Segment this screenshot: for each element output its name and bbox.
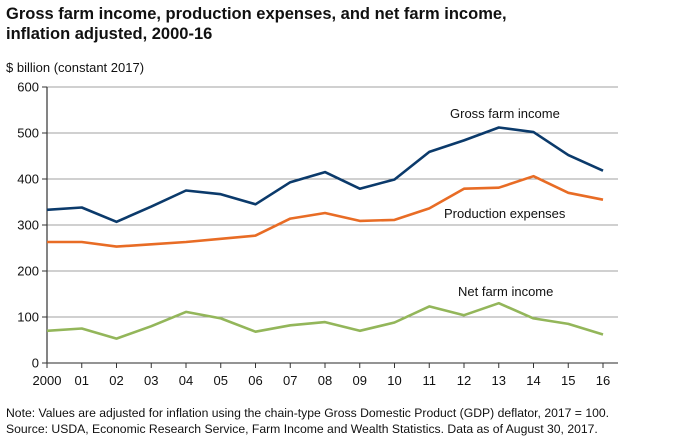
y-tick-label: 500 [17, 126, 39, 141]
x-tick-label: 2000 [33, 373, 62, 388]
source-text: Source: USDA, Economic Research Service,… [6, 422, 598, 436]
x-tick-label: 05 [214, 373, 228, 388]
x-tick-label: 06 [248, 373, 262, 388]
x-tick-label: 11 [423, 373, 437, 388]
y-tick-label: 600 [17, 80, 39, 95]
y-tick-label: 300 [17, 218, 39, 233]
series-line-net-farm-income [46, 301, 604, 340]
x-tick-label: 14 [526, 373, 540, 388]
x-tick-label: 15 [561, 373, 575, 388]
series-label: Net farm income [458, 284, 553, 299]
y-tick-label: 200 [17, 264, 39, 279]
x-tick-label: 10 [387, 373, 401, 388]
y-axis-label: $ billion (constant 2017) [6, 60, 145, 75]
chart-title-line-1: Gross farm income, production expenses, … [6, 5, 507, 23]
chart-title-line-2: inflation adjusted, 2000-16 [6, 25, 213, 43]
x-tick-label: 02 [109, 373, 123, 388]
y-tick-label: 100 [17, 310, 39, 325]
x-tick-label: 03 [144, 373, 158, 388]
x-tick-label: 16 [596, 373, 610, 388]
series-label: Gross farm income [450, 106, 560, 121]
x-tick-label: 08 [318, 373, 332, 388]
chart-title: Gross farm income, production expenses, … [6, 4, 507, 44]
x-tick-label: 07 [283, 373, 297, 388]
series-label: Production expenses [444, 206, 566, 221]
x-tick-label: 13 [492, 373, 506, 388]
y-tick-label: 0 [32, 356, 39, 371]
x-tick-label: 09 [353, 373, 367, 388]
x-tick-label: 12 [457, 373, 471, 388]
chart-notes: Note: Values are adjusted for inflation … [6, 405, 609, 437]
note-text: Note: Values are adjusted for inflation … [6, 406, 610, 420]
x-tick-label: 01 [75, 373, 89, 388]
x-tick-label: 04 [179, 373, 193, 388]
y-tick-label: 400 [17, 172, 39, 187]
